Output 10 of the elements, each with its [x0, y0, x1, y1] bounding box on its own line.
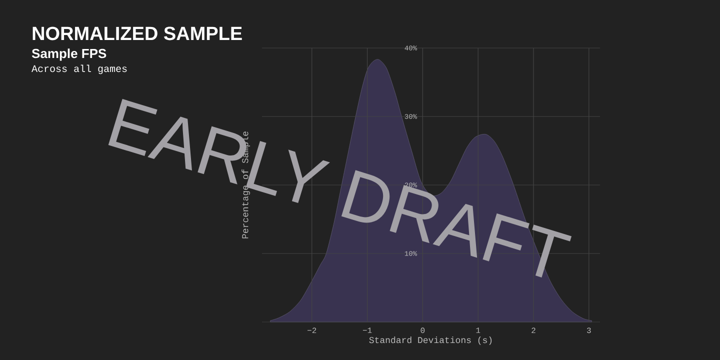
- x-tick-label: 1: [476, 328, 480, 333]
- text: Sample FPS: [32, 48, 106, 61]
- x-tick-label: 3: [587, 328, 591, 334]
- x-tick-label: −2: [308, 328, 316, 334]
- x-tick-label: 2: [532, 328, 536, 334]
- chart-title: NORMALIZED SAMPLE: [32, 26, 242, 40]
- x-tick-label: −1: [362, 328, 372, 333]
- text: Across all games: [32, 64, 127, 74]
- x-axis-title: Standard Deviations (s): [369, 336, 492, 345]
- x-tick-label: 0: [420, 328, 425, 334]
